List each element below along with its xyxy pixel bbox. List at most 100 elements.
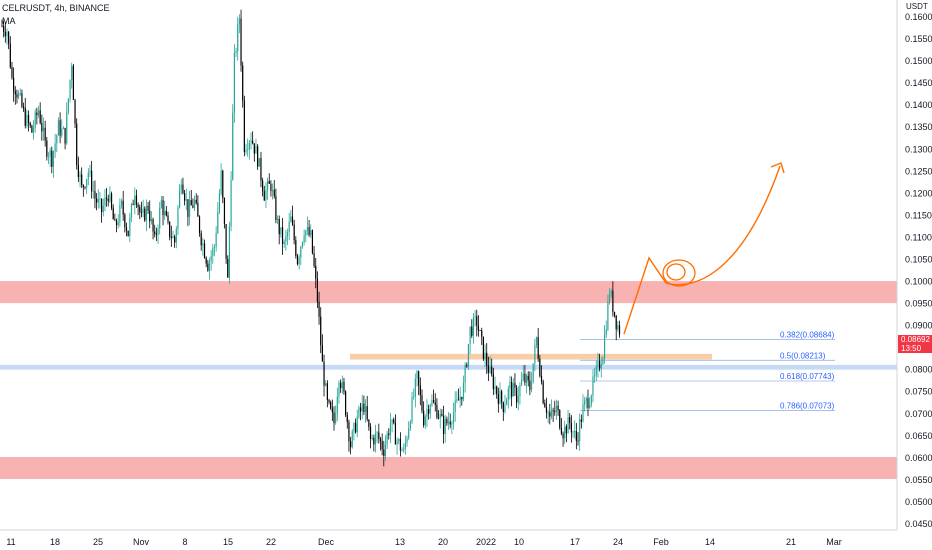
candle-body <box>169 221 171 237</box>
candle-body <box>140 212 143 214</box>
candle-body <box>549 412 551 417</box>
candle-body <box>74 99 76 124</box>
time-tick: 18 <box>50 537 60 547</box>
candle-body <box>506 399 508 406</box>
candle-body <box>525 375 528 383</box>
candle-body <box>208 261 211 271</box>
candle-body <box>212 247 214 256</box>
candle-body <box>180 184 182 190</box>
candle-body <box>101 199 103 213</box>
candle-body <box>61 128 63 136</box>
last-price-value: 0.08692 <box>901 335 930 344</box>
candle-body <box>451 423 453 425</box>
candle-body <box>286 231 289 237</box>
candle-body <box>589 404 591 408</box>
candle-body <box>220 170 222 194</box>
candle-body <box>537 337 539 359</box>
candle-body <box>105 197 108 199</box>
candle-body <box>315 265 317 279</box>
candle-body <box>167 215 169 222</box>
candle-body <box>184 193 186 201</box>
candle-body <box>534 345 536 364</box>
candle-body <box>396 440 398 445</box>
candle-body <box>210 255 212 262</box>
candle-body <box>316 278 318 302</box>
candles-layer <box>1 9 621 467</box>
candle-body <box>200 233 202 246</box>
candle-body <box>321 345 323 362</box>
candle-body <box>233 52 235 113</box>
candle-body <box>102 205 104 213</box>
candle-body <box>162 200 164 216</box>
candle-body <box>228 226 231 278</box>
candle-body <box>198 216 201 234</box>
candle-body <box>428 409 430 414</box>
candle-body <box>381 441 383 450</box>
candle-body <box>354 423 357 433</box>
candle-body <box>414 378 416 397</box>
candle-body <box>484 352 486 360</box>
candle-body <box>326 383 328 400</box>
candle-body <box>559 410 561 428</box>
candle-body <box>46 140 48 157</box>
candle-body <box>21 93 23 107</box>
candle-body <box>404 442 406 449</box>
candle-body <box>358 407 360 417</box>
candle-body <box>66 111 68 144</box>
candle-body <box>494 386 496 390</box>
candle-body <box>474 316 476 318</box>
candle-body <box>238 18 240 25</box>
candle-body <box>127 230 129 237</box>
candle-body <box>34 112 36 128</box>
candle-body <box>243 100 245 153</box>
candle-body <box>271 189 274 192</box>
candle-body <box>202 243 204 246</box>
fib-label: 0.5(0.08213) <box>780 351 826 360</box>
candle-body <box>94 191 96 199</box>
candle-body <box>338 382 340 397</box>
candle-body <box>471 326 473 336</box>
candle-body <box>437 417 440 419</box>
candle-body <box>379 439 382 442</box>
candle-body <box>560 427 563 434</box>
candle-body <box>273 189 275 197</box>
time-axis[interactable]: 11 18 25 Nov 8 15 22 Dec 13 20 2022 10 17 24 Feb 14 21 Ma… <box>6 537 841 547</box>
candle-body <box>13 77 15 92</box>
candle-body <box>325 383 327 386</box>
candle-body <box>603 334 606 359</box>
candle-body <box>434 402 436 405</box>
candle-body <box>477 325 480 331</box>
candle-body <box>447 421 450 424</box>
fibonacci-layer: 0.382(0.08684) 0.5(0.08213) 0.618(0.07743)… <box>580 331 835 411</box>
candle-body <box>424 416 426 426</box>
candle-body <box>476 316 478 326</box>
candle-body <box>172 236 174 238</box>
candle-body <box>262 180 264 192</box>
candle-body <box>524 373 526 383</box>
candle-body <box>554 411 556 413</box>
candle-body <box>564 426 566 439</box>
candle-body <box>472 317 475 336</box>
candle-body <box>253 143 255 154</box>
candle-body <box>431 400 433 405</box>
candle-body <box>164 210 166 216</box>
candle-body <box>9 43 11 68</box>
candle-body <box>479 330 481 332</box>
candle-body <box>565 426 567 434</box>
candle-body <box>69 80 71 99</box>
candle-body <box>170 236 172 238</box>
candle-body <box>615 315 617 330</box>
candle-body <box>125 227 128 231</box>
indicator-label[interactable]: MA <box>2 16 16 26</box>
candle-body <box>459 396 461 401</box>
currency-label: USDT <box>906 2 928 11</box>
candle-body <box>607 301 609 330</box>
candle-body <box>618 325 621 335</box>
candle-body <box>89 170 91 173</box>
projection-drawing[interactable] <box>623 162 785 335</box>
